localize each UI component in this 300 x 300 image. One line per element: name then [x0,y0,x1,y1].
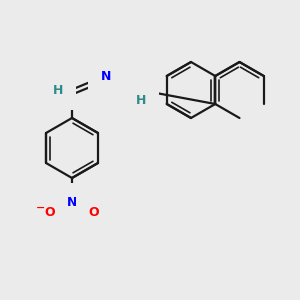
Text: H: H [53,85,63,98]
Text: N: N [67,196,77,208]
Text: H: H [136,94,146,107]
Text: N: N [101,70,111,83]
Text: −: − [36,203,46,213]
Text: O: O [89,206,99,218]
Text: O: O [45,206,55,218]
Text: N: N [136,82,146,95]
Text: +: + [75,192,83,202]
